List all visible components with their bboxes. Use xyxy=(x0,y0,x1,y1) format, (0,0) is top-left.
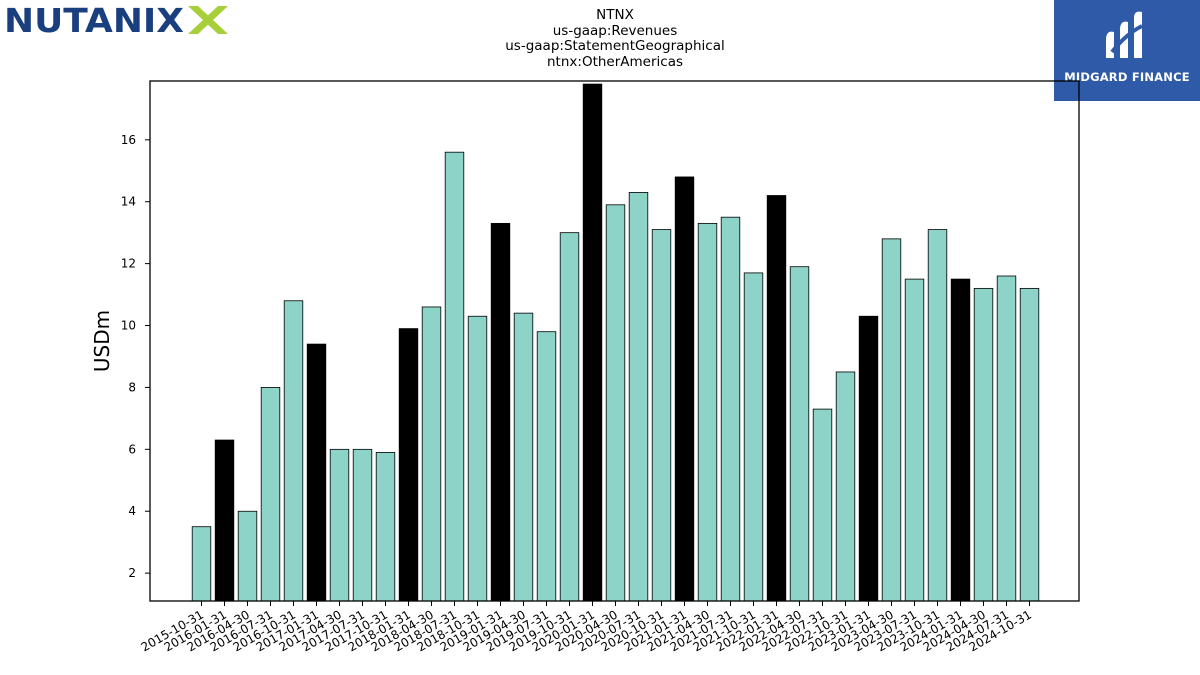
bar-2024-10-31 xyxy=(1019,287,1040,602)
chart-title: NTNX us-gaap:Revenues us-gaap:StatementG… xyxy=(415,7,815,71)
bar-2022-04-30 xyxy=(789,266,810,602)
bar-2018-04-30 xyxy=(421,306,442,602)
bar-2022-07-31 xyxy=(812,408,833,602)
bar-2018-01-31 xyxy=(398,328,419,602)
bar-2017-10-31 xyxy=(375,452,396,602)
bar-2019-10-31 xyxy=(559,232,580,602)
y-tick-label: 6 xyxy=(128,442,136,456)
bar-2020-01-31 xyxy=(582,83,603,602)
x-axis: 2015-10-312016-01-312016-04-302016-07-31… xyxy=(139,601,1034,654)
bar-2019-04-30 xyxy=(513,312,534,602)
bar-2023-07-31 xyxy=(904,278,925,602)
bar-2024-01-31 xyxy=(950,278,971,602)
y-axis-label: USDm xyxy=(90,310,114,372)
bar-2021-01-31 xyxy=(674,176,695,602)
bar-2023-10-31 xyxy=(927,229,948,602)
y-tick-label: 8 xyxy=(128,380,136,394)
bar-2016-04-30 xyxy=(237,510,258,602)
bar-2018-07-31 xyxy=(444,151,465,602)
midgard-finance-label: MIDGARD FINANCE xyxy=(1064,70,1190,84)
nutanix-x-mark xyxy=(188,6,228,34)
nutanix-logo-text: NUTANIX xyxy=(4,2,184,38)
bar-2021-04-30 xyxy=(697,222,718,602)
bar-2017-04-30 xyxy=(329,448,350,602)
y-axis: 2 4 6 8 10 12 14 16 xyxy=(121,133,150,580)
bar-2016-10-31 xyxy=(283,300,304,602)
title-line-2: us-gaap:Revenues xyxy=(552,22,678,39)
bar-2020-10-31 xyxy=(651,229,672,602)
bar-2020-07-31 xyxy=(628,192,649,602)
bar-2023-04-30 xyxy=(881,238,902,602)
bar-2024-04-30 xyxy=(973,287,994,602)
nutanix-logo: NUTANIX xyxy=(4,2,228,38)
bar-2017-01-31 xyxy=(306,343,327,602)
bar-2023-01-31 xyxy=(858,315,879,602)
bar-2019-07-31 xyxy=(536,331,557,602)
y-tick-label: 4 xyxy=(128,504,136,518)
bar-2016-07-31 xyxy=(260,387,281,602)
bar-2018-10-31 xyxy=(467,315,488,602)
plot-frame xyxy=(149,80,1080,602)
bar-2017-07-31 xyxy=(352,448,373,602)
midgard-finance-logo: MIDGARD FINANCE xyxy=(1054,0,1200,101)
bars-layer xyxy=(191,83,1040,602)
bar-2022-10-31 xyxy=(835,371,856,602)
bar-2021-10-31 xyxy=(743,272,764,602)
bar-2021-07-31 xyxy=(720,216,741,602)
bar-2020-04-30 xyxy=(605,204,626,602)
title-line-3: us-gaap:StatementGeographical xyxy=(505,38,725,55)
title-line-1: NTNX xyxy=(596,7,634,23)
bar-2016-01-31 xyxy=(214,439,235,602)
y-tick-label: 16 xyxy=(121,133,136,147)
bar-2015-10-31 xyxy=(191,526,212,602)
y-tick-label: 12 xyxy=(121,257,136,271)
y-tick-label: 14 xyxy=(121,195,136,209)
y-tick-label: 10 xyxy=(121,319,136,333)
bar-2024-07-31 xyxy=(996,275,1017,602)
title-line-4: ntnx:OtherAmericas xyxy=(547,54,683,71)
midgard-emblem-icon xyxy=(1106,11,1143,59)
bar-2019-01-31 xyxy=(490,222,511,602)
bar-2022-01-31 xyxy=(766,195,787,602)
y-tick-label: 2 xyxy=(128,566,136,580)
